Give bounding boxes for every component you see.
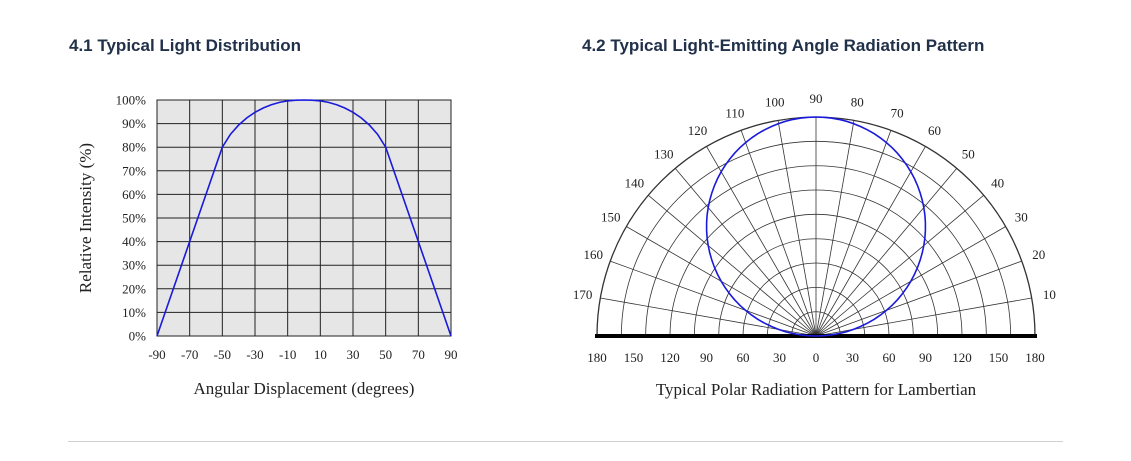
baseline-tick-label: 90 — [919, 350, 932, 365]
baseline-tick-label: 120 — [952, 350, 972, 365]
y-tick-label: 20% — [122, 281, 146, 296]
x-tick-label: 70 — [412, 347, 425, 362]
angle-label: 50 — [962, 146, 975, 161]
polar-spoke — [706, 146, 817, 337]
angle-label: 30 — [1015, 210, 1028, 225]
polar-chart-caption: Typical Polar Radiation Pattern for Lamb… — [656, 380, 977, 399]
polar-spoke — [674, 167, 817, 337]
x-tick-label: -30 — [246, 347, 263, 362]
baseline-tick-label: 120 — [660, 350, 680, 365]
y-tick-label: 60% — [122, 187, 146, 202]
angle-label: 70 — [891, 105, 904, 120]
y-tick-label: 30% — [122, 258, 146, 273]
angle-label: 120 — [688, 123, 708, 138]
x-tick-label: -10 — [279, 347, 296, 362]
polar-spoke — [815, 167, 958, 337]
baseline-tick-label: 90 — [700, 350, 713, 365]
polar-spoke — [777, 120, 817, 337]
x-tick-label: -50 — [214, 347, 231, 362]
baseline-tick-label: 60 — [737, 350, 750, 365]
polar-radiation-chart: 10 20 30 40 50 60 70 80 90 100 110 120 130 140 150 160 1… — [573, 91, 1056, 399]
angle-label: 110 — [725, 105, 744, 120]
y-axis-ticks: 0% 10% 20% 30% 40% 50% 60% 70% 80% 90% 100% — [116, 93, 147, 344]
y-tick-label: 0% — [129, 329, 147, 344]
baseline-tick-label: 150 — [989, 350, 1009, 365]
baseline-tick-label: 60 — [883, 350, 896, 365]
x-tick-label: 50 — [379, 347, 392, 362]
angle-labels: 10 20 30 40 50 60 70 80 90 100 110 120 130 140 150 160 1… — [573, 91, 1056, 302]
angle-label: 160 — [584, 247, 604, 262]
x-tick-label: -90 — [148, 347, 165, 362]
intensity-curve — [156, 99, 452, 337]
baseline-tick-label: 180 — [1025, 350, 1045, 365]
x-tick-label: -70 — [181, 347, 198, 362]
angle-label: 100 — [765, 95, 785, 110]
angle-label: 20 — [1032, 247, 1045, 262]
polar-spoke — [740, 130, 817, 337]
y-tick-label: 10% — [122, 305, 146, 320]
angle-label: 150 — [601, 210, 621, 225]
y-tick-label: 50% — [122, 211, 146, 226]
angle-label: 140 — [625, 176, 645, 191]
polar-spoke — [815, 120, 855, 337]
y-tick-label: 90% — [122, 116, 146, 131]
section-heading-radiation-pattern: 4.2 Typical Light-Emitting Angle Radiati… — [582, 36, 985, 55]
baseline-tick-label: 180 — [587, 350, 607, 365]
polar-spoke — [815, 130, 892, 337]
polar-spoke — [610, 260, 817, 337]
angle-label: 80 — [851, 95, 864, 110]
x-axis-label: Angular Displacement (degrees) — [194, 379, 415, 398]
angle-label: 40 — [991, 176, 1004, 191]
x-tick-label: 90 — [445, 347, 458, 362]
angle-label: 90 — [810, 91, 823, 106]
light-distribution-chart: 0% 10% 20% 30% 40% 50% 60% 70% 80% 90% 100% -90 -70… — [76, 93, 458, 399]
angle-label: 130 — [654, 146, 674, 161]
y-tick-label: 100% — [116, 93, 147, 108]
section-heading-light-distribution: 4.1 Typical Light Distribution — [69, 36, 302, 55]
footer-divider — [68, 441, 1063, 442]
y-tick-label: 80% — [122, 140, 146, 155]
angle-label: 10 — [1043, 287, 1056, 302]
angle-label: 60 — [928, 123, 941, 138]
x-tick-label: 10 — [314, 347, 327, 362]
lambertian-pattern-curve — [705, 116, 927, 337]
y-tick-label: 40% — [122, 234, 146, 249]
y-axis-label: Relative Intensity (%) — [76, 143, 95, 293]
baseline-labels: 180 150 120 90 60 30 0 30 60 90 120 150 180 — [587, 350, 1045, 365]
baseline-tick-label: 150 — [624, 350, 644, 365]
polar-spoke — [815, 146, 926, 337]
x-tick-label: 30 — [347, 347, 360, 362]
baseline-tick-label: 30 — [846, 350, 859, 365]
polar-spokes — [600, 117, 1032, 337]
baseline-tick-label: 30 — [773, 350, 786, 365]
angle-label: 170 — [573, 287, 593, 302]
baseline-tick-label: 0 — [813, 350, 820, 365]
polar-spoke — [647, 194, 817, 337]
y-tick-label: 70% — [122, 163, 146, 178]
polar-spoke — [815, 260, 1022, 337]
polar-spoke — [815, 194, 985, 337]
x-axis-ticks: -90 -70 -50 -30 -10 10 30 50 70 90 — [148, 347, 457, 362]
